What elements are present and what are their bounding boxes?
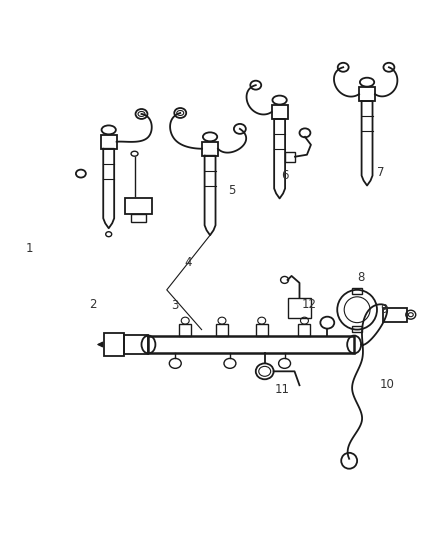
Text: 3: 3 bbox=[172, 299, 179, 312]
Bar bbox=[104, 333, 124, 357]
Bar bbox=[131, 214, 146, 222]
Bar bbox=[383, 308, 407, 321]
Bar bbox=[352, 288, 362, 294]
Text: 5: 5 bbox=[228, 184, 236, 197]
Bar bbox=[101, 135, 117, 149]
Bar bbox=[352, 326, 362, 332]
Text: 9: 9 bbox=[380, 303, 388, 316]
Text: 7: 7 bbox=[377, 166, 385, 179]
Bar bbox=[288, 298, 311, 318]
Bar bbox=[285, 152, 295, 161]
Bar bbox=[256, 324, 268, 336]
Bar bbox=[124, 198, 152, 214]
Bar bbox=[298, 324, 311, 336]
Bar bbox=[359, 87, 375, 101]
Bar bbox=[124, 335, 148, 354]
Text: 10: 10 bbox=[379, 378, 394, 391]
Text: 11: 11 bbox=[275, 383, 290, 395]
Bar bbox=[179, 324, 191, 336]
Text: 6: 6 bbox=[281, 169, 288, 182]
Text: 2: 2 bbox=[89, 298, 96, 311]
Bar bbox=[272, 105, 288, 119]
Bar bbox=[216, 324, 228, 336]
Text: 12: 12 bbox=[302, 298, 317, 311]
Bar bbox=[202, 142, 218, 156]
Text: 1: 1 bbox=[25, 241, 33, 255]
Text: 8: 8 bbox=[357, 271, 365, 285]
Bar bbox=[148, 336, 354, 353]
Text: 4: 4 bbox=[184, 255, 192, 269]
